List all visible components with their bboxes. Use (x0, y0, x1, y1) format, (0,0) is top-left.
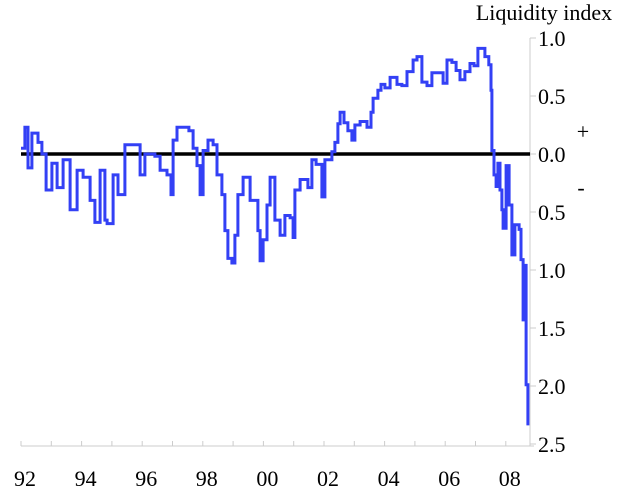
y-axis-title: Liquidity index (476, 0, 612, 25)
y-tick-label: 0.0 (538, 142, 566, 167)
x-tick-label: 98 (196, 466, 218, 491)
x-tick-label: 06 (438, 466, 460, 491)
y-tick-label: 0.5 (538, 84, 566, 109)
y-tick-label: 0.5 (538, 200, 566, 225)
x-tick-label: 04 (378, 466, 400, 491)
y-tick-label: 2.5 (538, 432, 566, 457)
minus-sign-label: - (577, 175, 584, 200)
y-tick-label: 2.0 (538, 374, 566, 399)
x-tick-label: 08 (499, 466, 521, 491)
x-tick-label: 94 (75, 466, 97, 491)
plus-sign-label: + (577, 119, 589, 144)
y-tick-label: 1.5 (538, 316, 566, 341)
x-tick-label: 96 (135, 466, 157, 491)
y-tick-label: 1.0 (538, 26, 566, 51)
liquidity-index-series (21, 46, 530, 426)
x-tick-label: 00 (256, 466, 278, 491)
x-tick-label: 92 (14, 466, 36, 491)
x-tick-label: 02 (317, 466, 339, 491)
y-tick-label: 1.0 (538, 258, 566, 283)
